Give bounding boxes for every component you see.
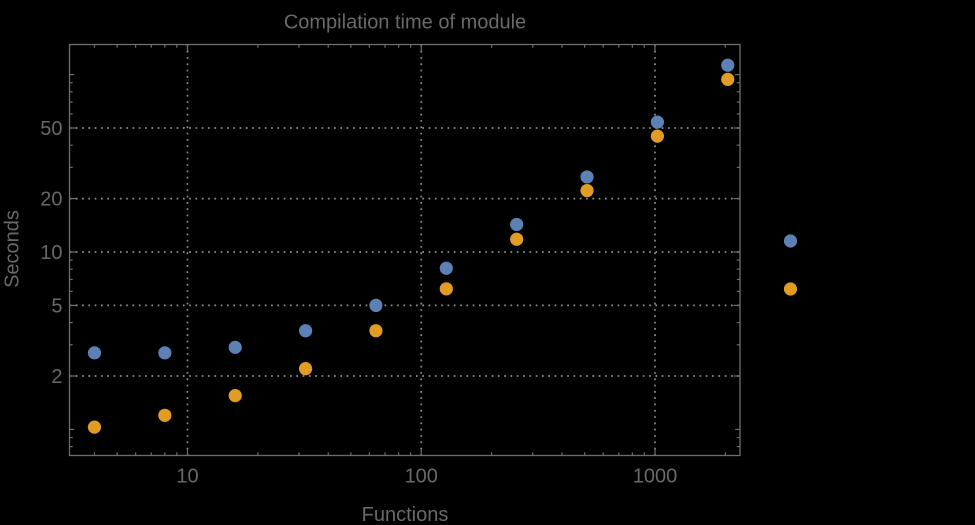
data-point-series-2-x128 (439, 282, 453, 296)
legend-marker-series-1 (783, 234, 798, 248)
data-point-series-1-x256 (510, 217, 524, 232)
x-tick-label-10: 10 (176, 466, 198, 488)
x-tick-label-1000: 1000 (633, 466, 678, 488)
y-tick-label-20: 20 (40, 189, 62, 211)
y-tick-labels: 2 5 10 20 50 (40, 118, 62, 388)
x-axis-label: Functions (362, 504, 449, 525)
data-point-series-2-x512 (580, 183, 594, 198)
data-points (87, 58, 735, 434)
data-point-series-2-x16 (228, 389, 242, 403)
data-point-series-1-x4 (87, 346, 102, 360)
y-tick-label-2: 2 (51, 366, 62, 388)
data-point-series-1-x1024 (650, 115, 665, 129)
chart-title: Compilation time of module (284, 12, 526, 34)
data-point-series-2-x1024 (650, 129, 665, 143)
x-tick-labels: 10 100 1000 (176, 466, 677, 488)
gridlines (69, 44, 740, 456)
data-point-series-1-x2048 (721, 58, 735, 72)
data-point-series-1-x8 (158, 346, 172, 360)
data-point-series-1-x128 (439, 261, 453, 275)
data-point-series-2-x4 (87, 420, 102, 434)
data-point-series-2-x64 (369, 324, 383, 338)
data-point-series-1-x16 (228, 340, 242, 354)
legend-marker-series-2 (783, 282, 798, 296)
data-point-series-1-x512 (580, 170, 594, 184)
data-point-series-2-x8 (158, 408, 172, 422)
y-tick-label-10: 10 (40, 242, 62, 264)
plot-frame (68, 43, 741, 457)
data-point-series-2-x32 (298, 362, 313, 376)
data-point-series-1-x64 (369, 298, 383, 313)
y-tick-label-50: 50 (40, 118, 62, 140)
data-point-series-2-x256 (510, 232, 524, 246)
y-tick-label-5: 5 (51, 295, 62, 317)
x-tick-label-100: 100 (405, 466, 438, 488)
y-axis-label: Seconds (2, 210, 24, 288)
axis-ticks (69, 44, 740, 456)
data-point-series-2-x2048 (721, 72, 735, 86)
legend (783, 234, 798, 296)
data-point-series-1-x32 (298, 324, 313, 338)
